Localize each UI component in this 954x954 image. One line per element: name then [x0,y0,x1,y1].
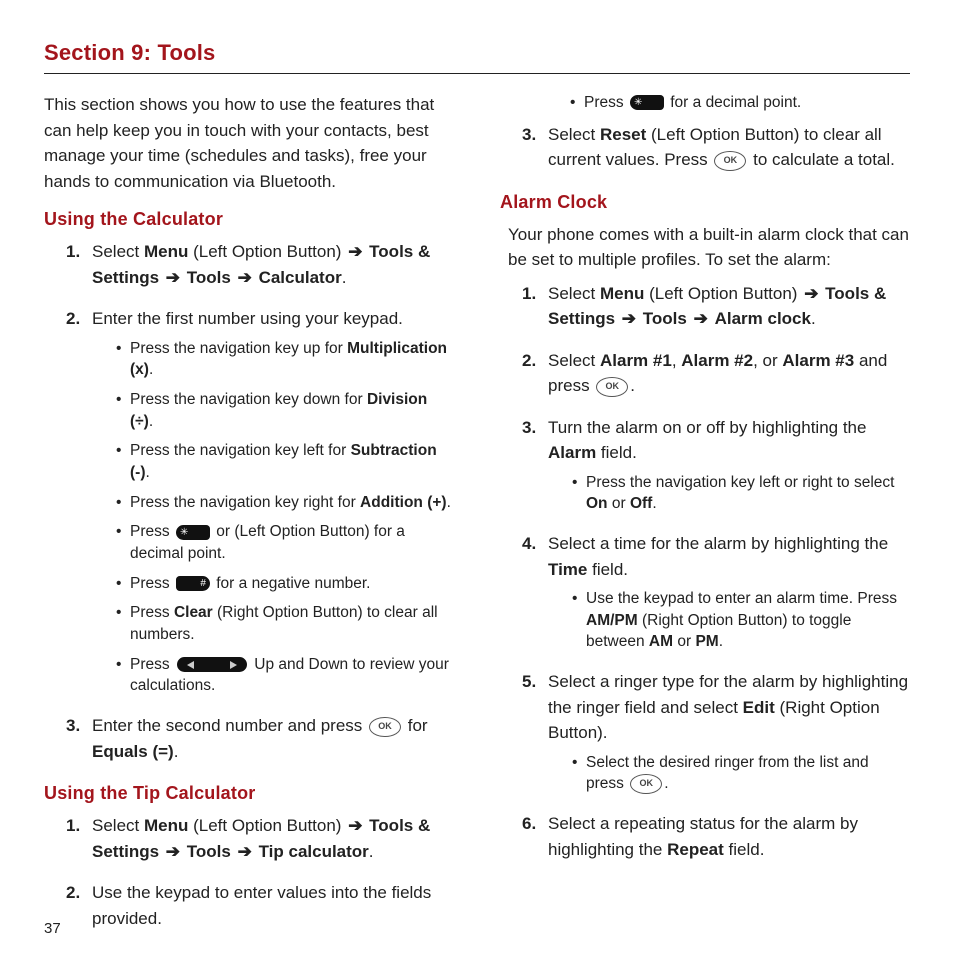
bullet: Press the navigation key right for Addit… [116,492,454,514]
section-intro: This section shows you how to use the fe… [44,92,454,194]
bullet: Press # for a negative number. [116,573,454,595]
bullet: Press the navigation key left for Subtra… [116,440,454,483]
arrow-icon: ➔ [348,242,362,261]
alarm-steps: 1. Select Menu (Left Option Button) ➔ To… [500,281,910,862]
arrow-icon: ➔ [622,309,636,328]
alarm-step-1: 1. Select Menu (Left Option Button) ➔ To… [526,281,910,332]
tip-steps: 1. Select Menu (Left Option Button) ➔ To… [44,813,454,931]
bullet: Select the desired ringer from the list … [572,752,910,795]
calc-step-3: 3. Enter the second number and press OK … [70,713,454,764]
arrow-icon: ➔ [166,842,180,861]
heading-using-calculator: Using the Calculator [44,206,454,233]
tip-step-2: 2. Use the keypad to enter values into t… [70,880,454,931]
arrow-icon: ➔ [166,268,180,287]
star-key-icon: ✳ [176,525,210,540]
bullet: Press the navigation key up for Multipli… [116,338,454,381]
bullet: Use the keypad to enter an alarm time. P… [572,588,910,653]
page-number: 37 [44,918,61,941]
section-rule [44,73,910,74]
right-column: Press ✳ for a decimal point. 3. Select R… [500,92,910,947]
tip-steps-cont: 3. Select Reset (Left Option Button) to … [500,122,910,173]
section-title: Section 9: Tools [44,36,910,69]
hash-key-icon: # [176,576,210,591]
bullet: Press the navigation key left or right t… [572,472,910,515]
alarm-step5-bullets: Select the desired ringer from the list … [548,752,910,795]
bullet: Press ✳ for a decimal point. [570,92,910,114]
star-key-icon: ✳ [630,95,664,110]
alarm-step-2: 2. Select Alarm #1, Alarm #2, or Alarm #… [526,348,910,399]
arrow-icon: ➔ [694,309,708,328]
alarm-step-6: 6. Select a repeating status for the ala… [526,811,910,862]
calculator-steps: 1. Select Menu (Left Option Button) ➔ To… [44,239,454,764]
calc-sub-bullets: Press the navigation key up for Multipli… [92,338,454,698]
arrow-icon: ➔ [238,842,252,861]
tip-step-1: 1. Select Menu (Left Option Button) ➔ To… [70,813,454,864]
ok-button-icon: OK [714,151,746,171]
two-column-layout: This section shows you how to use the fe… [44,92,910,947]
alarm-step-4: 4. Select a time for the alarm by highli… [526,531,910,653]
bullet: Press ✳ or (Left Option Button) for a de… [116,521,454,564]
heading-alarm-clock: Alarm Clock [500,189,910,216]
left-column: This section shows you how to use the fe… [44,92,454,947]
calc-step-2: 2. Enter the first number using your key… [70,306,454,697]
ok-button-icon: OK [369,717,401,737]
ok-button-icon: OK [596,377,628,397]
updown-key-icon [177,657,247,672]
arrow-icon: ➔ [238,268,252,287]
arrow-icon: ➔ [348,816,362,835]
tip-step-3: 3. Select Reset (Left Option Button) to … [526,122,910,173]
alarm-step-5: 5. Select a ringer type for the alarm by… [526,669,910,795]
alarm-step3-bullets: Press the navigation key left or right t… [548,472,910,515]
bullet: Press Up and Down to review your calcula… [116,654,454,697]
tip-continued-bullets: Press ✳ for a decimal point. [500,92,910,114]
calc-step-1: 1. Select Menu (Left Option Button) ➔ To… [70,239,454,290]
arrow-icon: ➔ [804,284,818,303]
alarm-step-3: 3. Turn the alarm on or off by highlight… [526,415,910,515]
alarm-step4-bullets: Use the keypad to enter an alarm time. P… [548,588,910,653]
heading-tip-calculator: Using the Tip Calculator [44,780,454,807]
bullet: Press the navigation key down for Divisi… [116,389,454,432]
bullet: Press Clear (Right Option Button) to cle… [116,602,454,645]
ok-button-icon: OK [630,774,662,794]
alarm-intro: Your phone comes with a built-in alarm c… [508,222,910,273]
